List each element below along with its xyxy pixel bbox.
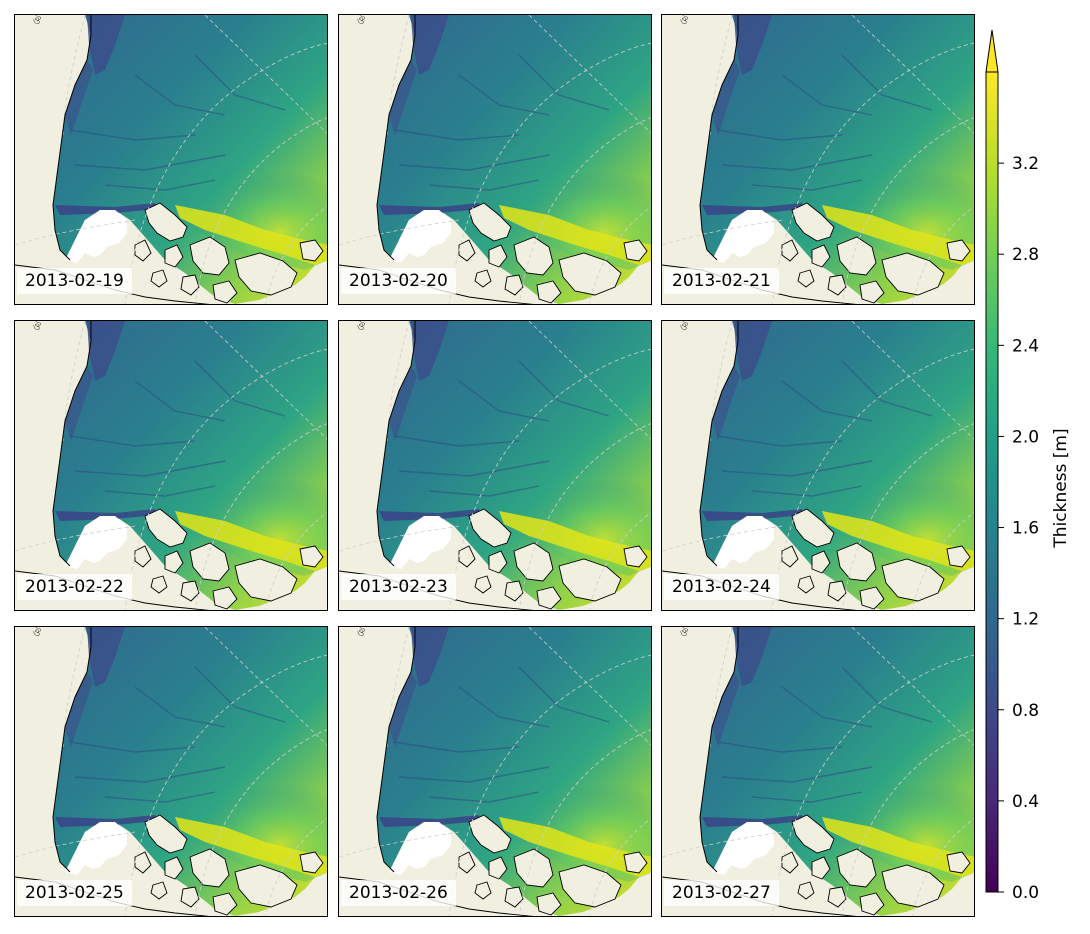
colorbar-tick-label: 1.2 [1012, 610, 1039, 630]
map-panel-2013-02-23: 2013-02-23 [338, 320, 652, 611]
sea-ice-thickness-map [339, 627, 651, 916]
date-label: 2013-02-25 [17, 880, 132, 906]
date-label: 2013-02-24 [664, 574, 779, 600]
colorbar-tick-label: 3.2 [1012, 154, 1039, 174]
date-label: 2013-02-22 [17, 574, 132, 600]
colorbar-tick-label: 0.8 [1012, 701, 1039, 721]
map-panel-2013-02-19: 2013-02-19 [14, 14, 328, 305]
colorbar-tick-label: 2.4 [1012, 336, 1039, 356]
date-label: 2013-02-26 [341, 880, 456, 906]
sea-ice-thickness-map [339, 321, 651, 610]
colorbar-tick-label: 2.0 [1012, 427, 1039, 447]
map-panel-2013-02-27: 2013-02-27 [661, 626, 975, 917]
date-label: 2013-02-19 [17, 268, 132, 294]
map-panel-2013-02-22: 2013-02-22 [14, 320, 328, 611]
sea-ice-thickness-map [15, 627, 327, 916]
sea-ice-thickness-map [662, 627, 974, 916]
sea-ice-thickness-map [15, 321, 327, 610]
map-panel-2013-02-26: 2013-02-26 [338, 626, 652, 917]
map-panel-2013-02-21: 2013-02-21 [661, 14, 975, 305]
sea-ice-thickness-map [662, 15, 974, 304]
colorbar-tick-label: 2.8 [1012, 245, 1039, 265]
colorbar-gradient [985, 71, 999, 893]
date-label: 2013-02-23 [341, 574, 456, 600]
colorbar-graphic: 0.0 0.4 0.8 1.2 1.6 2.0 2.4 2.8 3.2 Thickness [m… [985, 29, 1071, 903]
date-label: 2013-02-27 [664, 880, 779, 906]
colorbar-title: Thickness [m] [1051, 428, 1071, 548]
sea-ice-thickness-map [339, 15, 651, 304]
date-label: 2013-02-21 [664, 268, 779, 294]
sea-ice-thickness-map [662, 321, 974, 610]
colorbar: 0.0 0.4 0.8 1.2 1.6 2.0 2.4 2.8 3.2 Thickness [m… [984, 28, 1090, 903]
map-panel-2013-02-24: 2013-02-24 [661, 320, 975, 611]
colorbar-tick-label: 0.4 [1012, 792, 1039, 812]
map-panel-2013-02-20: 2013-02-20 [338, 14, 652, 305]
colorbar-extend-arrow [985, 29, 999, 73]
map-panel-2013-02-25: 2013-02-25 [14, 626, 328, 917]
date-label: 2013-02-20 [341, 268, 456, 294]
colorbar-tick-label: 1.6 [1012, 519, 1039, 539]
sea-ice-thickness-map [15, 15, 327, 304]
colorbar-tick-label: 0.0 [1012, 883, 1039, 898]
